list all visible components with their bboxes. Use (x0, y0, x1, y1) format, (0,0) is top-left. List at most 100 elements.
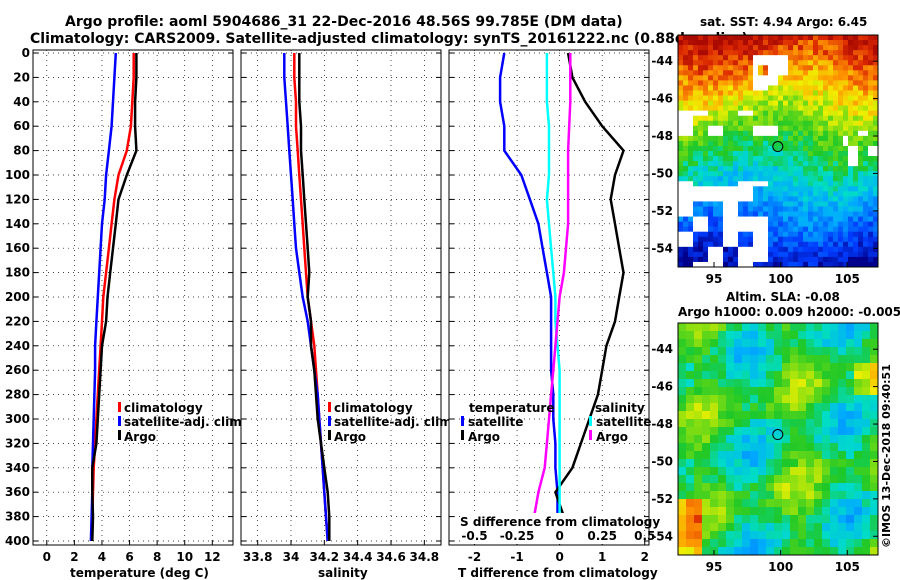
map-cell (702, 475, 711, 484)
map-cell (828, 125, 834, 132)
map-cell (790, 435, 799, 444)
map-cell (713, 105, 719, 112)
map-cell (863, 145, 869, 152)
map-cell (783, 70, 789, 76)
map-cell (822, 435, 831, 444)
map-cell (814, 483, 823, 492)
map-cell (718, 120, 724, 127)
map-cell (858, 105, 864, 112)
map-cell (830, 539, 839, 548)
map-cell (728, 201, 734, 207)
map-cell (768, 211, 774, 217)
map-cell (783, 186, 789, 192)
map-cell (858, 60, 864, 66)
map-cell (758, 241, 764, 248)
map-cell (748, 221, 754, 228)
map-cell (778, 221, 784, 228)
map-cell (813, 55, 819, 61)
map-cell (768, 100, 774, 107)
map-cell (688, 181, 694, 187)
map-cell (823, 236, 829, 243)
map-cell (854, 387, 863, 396)
map-cell (798, 176, 804, 182)
map-cell (743, 80, 749, 86)
map-cell (708, 35, 714, 41)
map-cell (718, 226, 724, 233)
map-cell (863, 105, 869, 112)
map-cell (783, 201, 789, 207)
map-cell (726, 347, 735, 356)
map-cell (738, 256, 744, 263)
map-cell (758, 226, 764, 233)
map-cell (694, 515, 703, 524)
map-cell (783, 65, 789, 71)
map-cell (773, 80, 779, 86)
map-cell (718, 156, 724, 162)
map-cell (873, 120, 879, 127)
map-cell (798, 231, 804, 238)
map-cell (818, 181, 824, 187)
map-cell (733, 216, 739, 223)
map-cell (708, 95, 714, 101)
map-cell (873, 161, 879, 167)
map-cell (678, 216, 684, 223)
map-cell (843, 95, 849, 101)
map-cell (870, 483, 879, 492)
map-cell (683, 186, 689, 192)
map-cell (788, 176, 794, 182)
map-cell (726, 411, 735, 420)
map-cell (823, 241, 829, 248)
map-cell (788, 211, 794, 217)
map-cell (726, 523, 735, 532)
map-cell (718, 75, 724, 81)
map-cell (688, 216, 694, 223)
map-cell (870, 355, 879, 364)
map-cell (733, 196, 739, 202)
map-cell (718, 105, 724, 112)
map-cell (718, 443, 727, 452)
map-cell (686, 443, 695, 452)
map-cell (694, 395, 703, 404)
map-cell (748, 196, 754, 202)
map-cell (710, 435, 719, 444)
map-cell (838, 196, 844, 202)
map-cell (823, 105, 829, 112)
map-cell (708, 176, 714, 182)
map-cell (858, 221, 864, 228)
map-cell (798, 40, 804, 46)
map-cell (863, 196, 869, 202)
map-cell (723, 176, 729, 182)
map-cell (863, 65, 869, 71)
map-cell (774, 491, 783, 500)
map-cell (774, 539, 783, 548)
map-cell (813, 191, 819, 197)
map-cell (870, 515, 879, 524)
map-cell (688, 140, 694, 147)
map-cell (698, 211, 704, 217)
map-cell (778, 60, 784, 66)
map-cell (753, 196, 759, 202)
map-cell (742, 395, 751, 404)
map-cell (678, 105, 684, 112)
map-cell (683, 256, 689, 263)
map-cell (858, 231, 864, 238)
map-cell (848, 40, 854, 46)
map-cell (683, 80, 689, 86)
map-cell (748, 206, 754, 212)
map-cell (868, 35, 874, 41)
map-cell (688, 115, 694, 122)
map-cell (758, 451, 767, 460)
map-cell (693, 35, 699, 41)
map-cell (873, 216, 879, 223)
map-cell (758, 435, 767, 444)
map-cell (868, 206, 874, 212)
map-cell (774, 443, 783, 452)
map-cell (678, 363, 687, 372)
map-cell (863, 261, 869, 268)
map-cell (726, 507, 735, 516)
map-cell (848, 161, 854, 167)
map-cell (814, 531, 823, 540)
y-tick-label: 280 (5, 388, 30, 402)
map-cell (734, 419, 743, 428)
